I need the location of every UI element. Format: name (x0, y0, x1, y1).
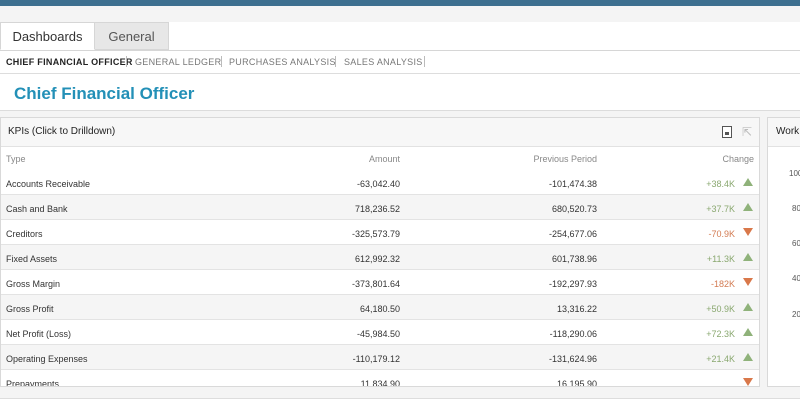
axis-tick-label: 40 (792, 274, 800, 283)
page-title: Chief Financial Officer (14, 84, 195, 103)
row-previous: 13,316.22 (556, 304, 597, 314)
trend-down-icon (743, 378, 753, 386)
trend-up-icon (743, 178, 753, 186)
subnav-separator (424, 56, 425, 67)
table-row[interactable]: Gross Margin -373,801.64 -192,297.93 -18… (1, 270, 759, 295)
table-row[interactable]: Fixed Assets 612,992.32 601,738.96 +11.3… (1, 245, 759, 270)
row-previous: 680,520.73 (551, 204, 597, 214)
row-type: Prepayments (6, 379, 60, 387)
row-change: +38.4K (706, 179, 735, 189)
axis-tick-label: 80 (792, 204, 800, 213)
row-type: Operating Expenses (6, 354, 88, 364)
axis-tick-label: 100 (789, 169, 800, 178)
row-amount: -373,801.64 (351, 279, 400, 289)
dashboard-subnav: CHIEF FINANCIAL OFFICER GENERAL LEDGER P… (0, 51, 800, 74)
row-change: +11.3K (706, 254, 735, 264)
subnav-sales-analysis[interactable]: SALES ANALYSIS (344, 57, 423, 67)
side-panel-header: Work (768, 118, 800, 147)
trend-up-icon (743, 253, 753, 261)
row-amount: 11,834.90 (360, 379, 400, 387)
row-previous: 16,195.90 (556, 379, 597, 387)
table-row[interactable]: Net Profit (Loss) -45,984.50 -118,290.06… (1, 320, 759, 345)
axis-tick-label: 60 (792, 239, 800, 248)
tab-general[interactable]: General (95, 22, 169, 50)
row-amount: -110,179.12 (352, 354, 400, 364)
page-header: Chief Financial Officer (0, 74, 800, 111)
trend-up-icon (743, 303, 753, 311)
tab-dashboards[interactable]: Dashboards (0, 22, 95, 50)
subnav-purchases-analysis[interactable]: PURCHASES ANALYSIS (229, 57, 336, 67)
side-panel-title: Work (776, 126, 800, 137)
row-previous: -192,297.93 (548, 279, 597, 289)
subnav-separator (335, 56, 336, 67)
top-accent-bar (0, 0, 800, 6)
subnav-separator (126, 56, 127, 67)
side-chart-panel: Work 100 80 60 40 20 (767, 117, 800, 387)
subnav-general-ledger[interactable]: GENERAL LEDGER (135, 57, 222, 67)
kpi-panel-title: KPIs (Click to Drilldown) (8, 126, 116, 137)
trend-down-icon (743, 278, 753, 286)
kpi-panel: KPIs (Click to Drilldown) ⇱ Type Amount … (0, 117, 760, 387)
row-amount: -63,042.40 (356, 179, 400, 189)
subnav-separator (221, 56, 222, 67)
row-change: +50.9K (706, 304, 735, 314)
subnav-chief-financial-officer[interactable]: CHIEF FINANCIAL OFFICER (6, 57, 133, 67)
table-row[interactable]: Creditors -325,573.79 -254,677.06 -70.9K (1, 220, 759, 245)
row-change: +72.3K (706, 329, 735, 339)
row-type: Accounts Receivable (6, 179, 91, 189)
row-previous: 601,738.96 (551, 254, 597, 264)
table-row[interactable]: Prepayments 11,834.90 16,195.90 (1, 370, 759, 387)
kpi-table-body: Accounts Receivable -63,042.40 -101,474.… (1, 170, 759, 387)
table-row[interactable]: Operating Expenses -110,179.12 -131,624.… (1, 345, 759, 370)
row-amount: 64,180.50 (359, 304, 400, 314)
row-type: Gross Profit (6, 304, 54, 314)
row-previous: -101,474.38 (548, 179, 597, 189)
column-header-amount[interactable]: Amount (368, 154, 400, 164)
row-previous: -131,624.96 (548, 354, 597, 364)
row-previous: -118,290.06 (549, 329, 597, 339)
column-header-change[interactable]: Change (722, 154, 754, 164)
table-row[interactable]: Accounts Receivable -63,042.40 -101,474.… (1, 170, 759, 195)
column-header-type[interactable]: Type (6, 154, 26, 164)
row-change: -70.9K (708, 229, 735, 239)
trend-up-icon (743, 203, 753, 211)
row-type: Fixed Assets (6, 254, 58, 264)
kpi-panel-header: KPIs (Click to Drilldown) ⇱ (1, 118, 759, 147)
drill-up-icon[interactable]: ⇱ (742, 125, 753, 139)
row-type: Net Profit (Loss) (6, 329, 72, 339)
main-tab-bar: Dashboards General (0, 22, 800, 51)
bottom-panel-edge (0, 398, 800, 410)
row-amount: -45,984.50 (356, 329, 400, 339)
row-amount: 612,992.32 (354, 254, 400, 264)
row-type: Cash and Bank (6, 204, 68, 214)
row-type: Gross Margin (6, 279, 61, 289)
export-icon[interactable] (722, 126, 732, 138)
trend-down-icon (743, 228, 753, 236)
trend-up-icon (743, 328, 753, 336)
row-amount: -325,573.79 (351, 229, 400, 239)
row-previous: -254,677.06 (548, 229, 597, 239)
row-change: +21.4K (706, 354, 735, 364)
axis-tick-label: 20 (792, 310, 800, 319)
table-row[interactable]: Gross Profit 64,180.50 13,316.22 +50.9K (1, 295, 759, 320)
column-header-previous-period[interactable]: Previous Period (533, 154, 597, 164)
row-amount: 718,236.52 (354, 204, 400, 214)
table-row[interactable]: Cash and Bank 718,236.52 680,520.73 +37.… (1, 195, 759, 220)
row-change: -182K (710, 279, 735, 289)
row-change: +37.7K (706, 204, 735, 214)
trend-up-icon (743, 353, 753, 361)
row-type: Creditors (6, 229, 43, 239)
